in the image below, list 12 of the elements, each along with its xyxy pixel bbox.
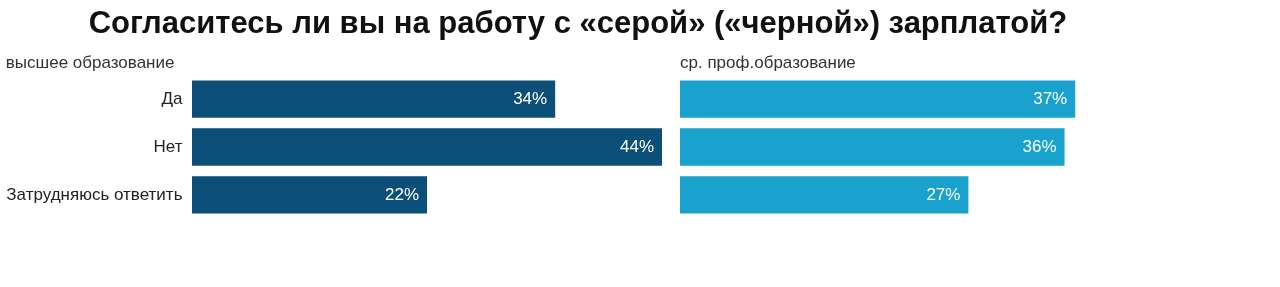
y-tick-label: Нет — [153, 137, 183, 156]
data-label: 37% — [1033, 89, 1068, 109]
data-label: 44% — [619, 137, 654, 156]
y-tick-label: Да — [161, 89, 184, 109]
data-label: 34% — [513, 89, 548, 109]
y-tick-label: Затрудняюсь ответить — [6, 184, 183, 204]
data-label: 22% — [384, 184, 419, 204]
data-label: 36% — [1022, 137, 1057, 156]
series-label: ср. проф.образование — [680, 53, 856, 72]
series-label: высшее образование — [5, 53, 175, 72]
data-label: 27% — [926, 184, 961, 204]
chart-title: Согласитесь ли вы на работу с «серой» («черной») зарплатой? — [88, 5, 1068, 40]
